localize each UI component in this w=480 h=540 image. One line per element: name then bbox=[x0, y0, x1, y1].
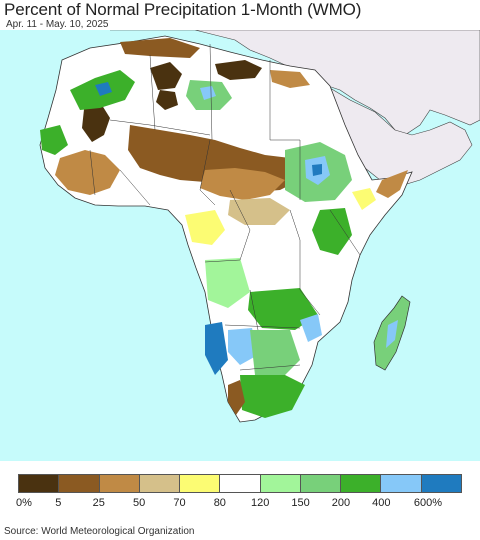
legend-tick-label: 400 bbox=[372, 497, 391, 509]
ethiopia-darkblue bbox=[312, 164, 322, 176]
horn-brown bbox=[376, 170, 408, 198]
cape-brown bbox=[228, 380, 245, 415]
legend-swatch-8 bbox=[341, 475, 382, 492]
sahel-brown-light bbox=[200, 168, 285, 200]
source-note: Source: World Meteorological Organizatio… bbox=[4, 526, 195, 537]
legend-swatch-4 bbox=[180, 475, 221, 492]
central-yellow bbox=[185, 210, 225, 245]
legend-swatch-2 bbox=[99, 475, 140, 492]
legend-swatch-0 bbox=[19, 475, 60, 492]
west-coast-green bbox=[40, 125, 68, 155]
legend-swatch-1 bbox=[59, 475, 100, 492]
botswana-green bbox=[250, 330, 300, 380]
date-range: Apr. 11 - May. 10, 2025 bbox=[6, 19, 109, 30]
legend-tick-label: 70 bbox=[173, 497, 186, 509]
central-tan bbox=[228, 198, 290, 225]
legend-tick-label: 120 bbox=[250, 497, 270, 509]
namibia-blue bbox=[205, 322, 228, 375]
angola-green bbox=[205, 258, 250, 308]
legend-swatch-7 bbox=[300, 475, 342, 492]
legend-swatch-3 bbox=[139, 475, 181, 492]
legend-tick-label: 80 bbox=[213, 497, 226, 509]
legend-swatch-5 bbox=[220, 475, 261, 492]
map-title: Percent of Normal Precipitation 1-Month … bbox=[4, 0, 362, 19]
namibia-lightblue bbox=[228, 328, 258, 365]
horn-yellow bbox=[352, 188, 376, 210]
mauritania-dark bbox=[82, 100, 110, 142]
legend-swatch-9 bbox=[381, 475, 422, 492]
legend-tick-label: 0% bbox=[16, 497, 32, 509]
legend-swatch-6 bbox=[260, 475, 301, 492]
morocco-blue bbox=[95, 82, 112, 96]
sahara-dark-2 bbox=[156, 90, 178, 110]
legend-tick-label: 50 bbox=[132, 497, 146, 509]
kenya-green bbox=[312, 208, 352, 255]
legend-swatch-10 bbox=[421, 475, 461, 492]
country-borders bbox=[89, 43, 361, 371]
west-africa-brown bbox=[55, 150, 120, 195]
precipitation-map bbox=[0, 30, 480, 461]
mozambique-blue bbox=[300, 314, 322, 342]
north-coast-brown bbox=[120, 38, 200, 58]
legend-tick-label: 5 bbox=[55, 497, 62, 509]
zambia-green bbox=[248, 288, 318, 330]
algeria-blue bbox=[200, 86, 216, 100]
sahara-dark-1 bbox=[150, 62, 182, 90]
libya-dark bbox=[215, 60, 262, 80]
legend-tick-label: 600% bbox=[413, 497, 443, 509]
south-africa-green bbox=[240, 375, 305, 418]
madagascar-blue bbox=[386, 320, 398, 348]
legend-tick-label: 25 bbox=[92, 497, 105, 509]
egypt-dry bbox=[270, 70, 310, 88]
legend-tick-label: 200 bbox=[331, 497, 351, 509]
europe-land bbox=[110, 30, 480, 136]
legend-tick-label: 150 bbox=[291, 497, 310, 509]
map-svg bbox=[39, 30, 480, 423]
color-legend bbox=[18, 474, 462, 493]
